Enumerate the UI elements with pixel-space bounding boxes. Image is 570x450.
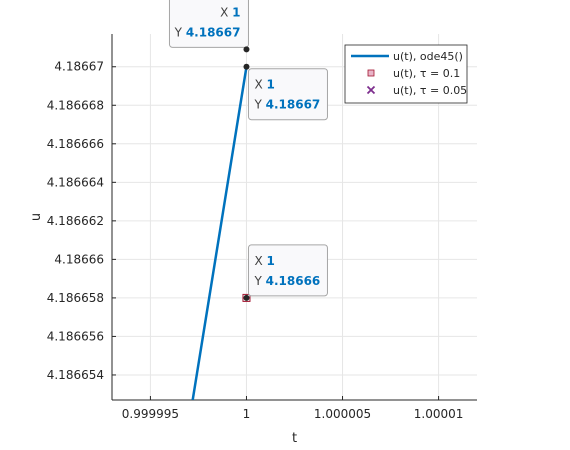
datatip[interactable]: X 1 Y 4.18667 [168, 0, 249, 48]
y-tick-label: 4.186666 [47, 137, 104, 151]
x-tick-label: 1 [243, 407, 251, 421]
y-tick-label: 4.186654 [47, 368, 104, 382]
datatip-x-row: X 1 [254, 254, 274, 268]
y-tick-label: 4.186662 [47, 214, 104, 228]
datatip-marker [243, 46, 250, 53]
y-tick-label: 4.18667 [54, 60, 104, 74]
datatip-box [168, 0, 249, 48]
datatip-layer: X 1 Y 4.18667 X 1 Y 4.18667 X 1 Y 4.18666 [168, 0, 328, 301]
y-tick-label: 4.186658 [47, 291, 104, 305]
y-tick-label: 4.186656 [47, 329, 104, 343]
grid-lines [112, 34, 477, 400]
x-axis-label: t [292, 431, 297, 446]
datatip-x-row: X 1 [254, 78, 274, 92]
y-axis-label: u [29, 213, 44, 221]
series-line [191, 66, 248, 400]
legend: u(t), ode45() u(t), τ = 0.1 u(t), τ = 0.05 [344, 44, 468, 104]
x-axis-ticks: 0.999995 1 1.000005 1.00001 [122, 396, 464, 421]
x-tick-label: 1.000005 [314, 407, 371, 421]
legend-box [344, 44, 468, 104]
datatip-marker [243, 294, 250, 301]
legend-square-swatch [367, 69, 375, 77]
legend-entry-label: u(t), τ = 0.05 [393, 84, 467, 97]
datatip-y-row: Y 4.18666 [253, 274, 320, 288]
datatip-box [247, 244, 328, 297]
datatip-y-row: Y 4.18667 [253, 98, 320, 112]
x-tick-label: 0.999995 [122, 407, 179, 421]
datatip-box [247, 68, 328, 121]
datatip-marker [243, 63, 250, 70]
datatip-x-row: X 1 [220, 5, 240, 19]
axes [111, 34, 477, 401]
legend-entry-label: u(t), ode45() [393, 50, 463, 63]
legend-x-swatch [366, 85, 376, 95]
datatip-y-row: Y 4.18667 [174, 25, 241, 39]
y-tick-label: 4.186664 [47, 175, 104, 189]
legend-entry-label: u(t), τ = 0.1 [393, 67, 460, 80]
datatip[interactable]: X 1 Y 4.18666 [247, 244, 328, 297]
y-tick-label: 4.186668 [47, 98, 104, 112]
datatip[interactable]: X 1 Y 4.18667 [247, 68, 328, 121]
y-axis-ticks: 4.186654 4.186656 4.186658 4.18666 4.186662 4… [47, 60, 116, 382]
y-tick-label: 4.18666 [54, 252, 104, 266]
x-tick-label: 1.00001 [414, 407, 464, 421]
